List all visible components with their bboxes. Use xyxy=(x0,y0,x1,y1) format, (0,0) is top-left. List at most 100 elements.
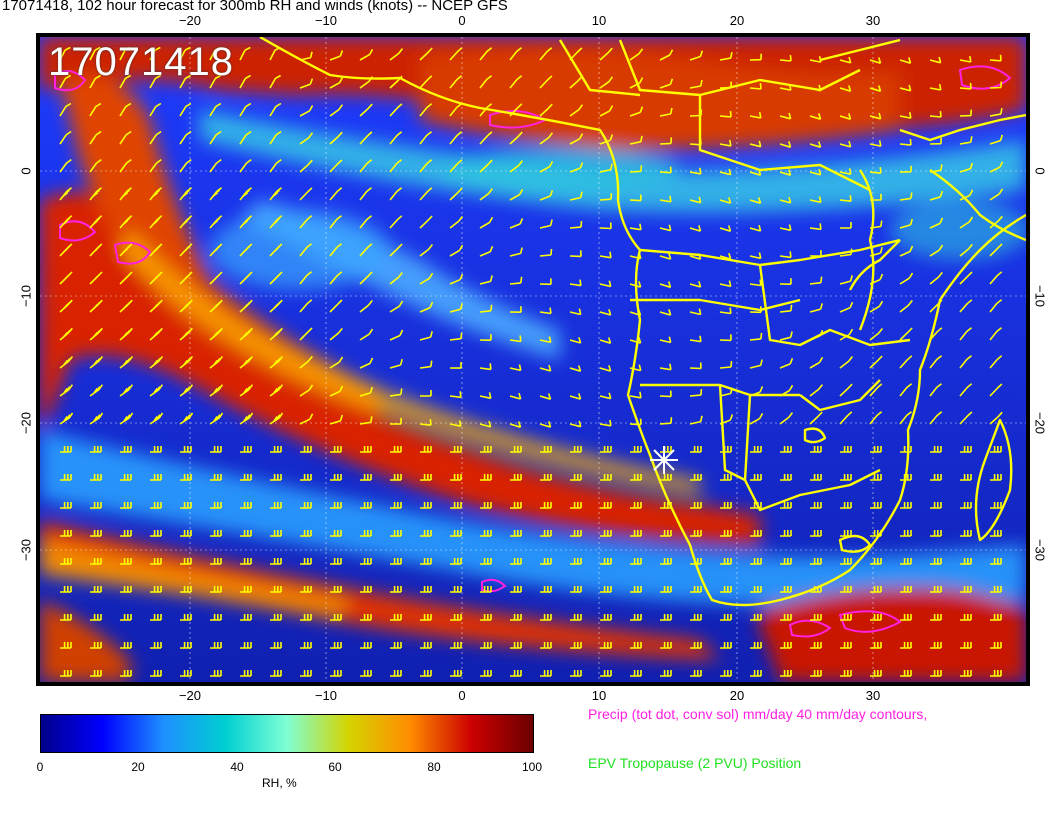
wind-barb xyxy=(60,558,72,565)
wind-barb xyxy=(239,243,253,257)
wind-barb xyxy=(330,642,342,649)
wind-barb xyxy=(59,356,74,369)
wind-barb xyxy=(330,614,342,621)
wind-barb xyxy=(720,642,732,649)
wind-barb xyxy=(89,356,104,369)
wind-barb xyxy=(719,52,733,61)
rh-colorbar xyxy=(40,714,534,753)
wind-barb xyxy=(689,281,702,288)
wind-barb xyxy=(659,363,672,371)
wind-barb xyxy=(660,586,672,593)
wind-barb xyxy=(329,414,344,425)
wind-barb xyxy=(659,49,674,61)
wind-barb xyxy=(390,642,402,649)
wind-barb xyxy=(959,216,974,229)
wind-barb xyxy=(450,474,462,481)
wind-barb xyxy=(239,187,252,201)
wind-barb xyxy=(539,421,552,428)
wind-barb xyxy=(929,355,943,369)
wind-barb xyxy=(900,446,912,453)
wind-barb xyxy=(59,46,71,61)
wind-barb xyxy=(119,299,133,313)
wind-barb xyxy=(840,670,852,677)
wind-barb xyxy=(479,363,492,371)
wind-barb xyxy=(420,474,432,481)
wind-barb xyxy=(749,140,762,148)
wind-barb xyxy=(719,307,732,315)
wind-barb xyxy=(450,558,462,565)
wind-barb xyxy=(839,195,852,202)
rh-field xyxy=(40,37,1026,682)
wind-barb xyxy=(119,46,131,61)
wind-barb xyxy=(719,387,733,397)
wind-barb xyxy=(840,642,852,649)
wind-barb xyxy=(899,218,913,229)
wind-barb xyxy=(179,356,194,369)
wind-barb xyxy=(419,103,433,117)
wind-barb xyxy=(990,558,1002,565)
colorbar-tick: 0 xyxy=(36,760,44,774)
wind-barb xyxy=(509,160,524,173)
wind-barb xyxy=(149,215,163,229)
wind-barb xyxy=(329,187,343,201)
lon-label-bottom: −10 xyxy=(314,688,338,703)
wind-barb xyxy=(149,102,162,117)
wind-barb xyxy=(510,502,522,509)
wind-barb xyxy=(840,474,852,481)
wind-barb xyxy=(149,412,164,425)
wind-barb xyxy=(869,167,882,174)
colorbar-label: RH, % xyxy=(262,776,297,790)
wind-barb xyxy=(570,558,582,565)
wind-barb xyxy=(899,192,913,201)
wind-barb xyxy=(870,474,882,481)
wind-barb xyxy=(509,75,523,89)
wind-barb xyxy=(570,642,582,649)
wind-barb xyxy=(240,446,252,453)
wind-barb xyxy=(179,46,191,61)
wind-barb xyxy=(569,221,583,229)
location-marker-icon xyxy=(650,446,678,474)
wind-barb xyxy=(90,474,102,481)
wind-barb xyxy=(689,79,703,89)
wind-barb xyxy=(630,474,642,481)
wind-barb xyxy=(659,390,672,398)
wind-barb xyxy=(839,168,852,175)
wind-barb xyxy=(960,670,972,677)
wind-barb xyxy=(449,332,463,341)
wind-barb xyxy=(600,446,612,453)
wind-barb xyxy=(509,276,523,285)
wind-barb xyxy=(210,446,222,453)
wind-barb xyxy=(449,159,463,173)
wind-barb xyxy=(989,327,1003,341)
wind-barb xyxy=(839,301,854,313)
wind-barb xyxy=(479,392,492,400)
wind-barb xyxy=(870,530,882,537)
wind-barb xyxy=(180,586,192,593)
wind-barb xyxy=(59,158,72,173)
wind-barb xyxy=(750,558,762,565)
wind-barb xyxy=(899,383,913,397)
wind-barb xyxy=(479,304,493,313)
wind-barb xyxy=(539,307,552,315)
wind-barb xyxy=(959,271,973,285)
lat-label-left: −30 xyxy=(18,538,34,562)
wind-barb xyxy=(120,474,132,481)
lon-label-top: −20 xyxy=(178,13,202,28)
wind-barb xyxy=(59,102,72,117)
wind-barb xyxy=(300,670,312,677)
wind-barb xyxy=(449,420,462,427)
wind-barb xyxy=(359,416,373,425)
wind-barb xyxy=(570,502,582,509)
wind-barb xyxy=(269,215,283,229)
wind-barb xyxy=(299,215,313,229)
wind-barb xyxy=(989,243,1003,257)
wind-barb xyxy=(150,474,162,481)
wind-barb xyxy=(750,530,762,537)
wind-barb xyxy=(719,197,732,204)
wind-barb xyxy=(720,446,732,453)
wind-barb xyxy=(389,187,403,201)
wind-barb xyxy=(359,131,373,145)
wind-barb xyxy=(359,49,374,61)
wind-barb xyxy=(749,224,762,232)
wind-barb xyxy=(629,418,642,426)
